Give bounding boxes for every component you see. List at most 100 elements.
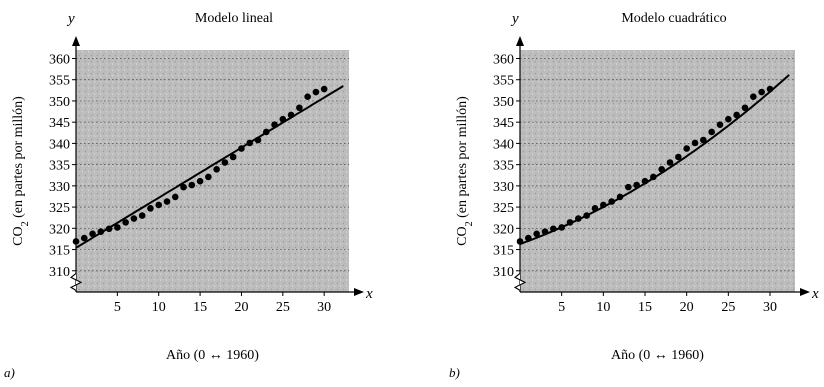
data-point xyxy=(641,177,649,185)
data-point xyxy=(196,177,204,185)
data-point xyxy=(541,228,549,236)
data-point xyxy=(591,205,599,212)
chart-title: Modelo lineal xyxy=(195,11,273,26)
y-tick-label: 355 xyxy=(493,74,514,89)
y-tick-label: 325 xyxy=(49,201,70,216)
data-point xyxy=(296,104,303,112)
y-tick-label: 335 xyxy=(493,159,514,174)
data-point xyxy=(287,111,295,119)
data-point xyxy=(304,93,311,101)
data-point xyxy=(105,225,113,233)
x-tick-label: 5 xyxy=(114,300,121,315)
data-point xyxy=(171,193,179,201)
y-tick-label: 340 xyxy=(493,137,514,152)
data-point xyxy=(262,128,270,136)
data-point xyxy=(608,198,615,205)
data-point xyxy=(246,139,254,147)
data-point xyxy=(138,212,146,219)
data-point xyxy=(320,85,328,93)
chart-title: Modelo cuadrático xyxy=(621,11,726,26)
x-tick-label: 30 xyxy=(763,300,777,315)
data-point xyxy=(525,234,532,242)
data-point xyxy=(650,173,657,181)
x-tick-label: 25 xyxy=(276,300,290,315)
data-point xyxy=(675,153,682,161)
y-axis-title: CO2 (en partes por millón) xyxy=(11,96,31,246)
y-variable-label: y xyxy=(510,11,519,27)
axis-break xyxy=(513,272,527,291)
data-point xyxy=(566,219,574,226)
y-tick-label: 315 xyxy=(493,244,514,259)
data-point xyxy=(312,88,320,96)
data-point xyxy=(550,225,557,233)
data-point xyxy=(80,234,88,242)
data-point xyxy=(700,136,707,144)
data-point xyxy=(658,166,665,173)
data-point xyxy=(758,88,765,96)
y-tick-label: 325 xyxy=(493,201,514,216)
data-point xyxy=(97,228,105,236)
y-tick-label: 310 xyxy=(493,265,514,280)
data-point xyxy=(716,121,724,129)
data-point xyxy=(558,224,565,231)
y-tick-label: 360 xyxy=(493,52,514,67)
y-tick-label: 320 xyxy=(49,222,70,237)
data-point xyxy=(163,198,171,205)
data-point xyxy=(691,139,699,147)
data-point xyxy=(72,238,80,245)
data-point xyxy=(708,128,715,136)
data-point xyxy=(683,145,690,152)
y-variable-label: y xyxy=(66,11,75,27)
x-variable-label: x xyxy=(811,286,819,302)
x-tick-label: 15 xyxy=(193,300,207,315)
x-tick-label: 15 xyxy=(638,300,652,315)
y-tick-label: 350 xyxy=(493,95,514,110)
data-point xyxy=(213,166,220,173)
x-axis-title: Año (0 ↔ 1960) xyxy=(166,348,259,363)
x-tick-label: 20 xyxy=(234,300,248,315)
data-point xyxy=(130,215,138,222)
y-tick-label: 350 xyxy=(49,95,70,110)
fit-curve xyxy=(75,85,344,249)
data-point xyxy=(279,115,287,123)
x-tick-label: 5 xyxy=(558,300,565,315)
y-tick-label: 345 xyxy=(493,116,514,131)
y-tick-label: 335 xyxy=(49,159,70,174)
data-point xyxy=(533,230,540,238)
data-point xyxy=(616,193,624,201)
y-axis-arrow xyxy=(72,36,80,46)
y-tick-label: 355 xyxy=(49,74,70,89)
y-tick-label: 310 xyxy=(49,265,70,280)
x-variable-label: x xyxy=(365,286,373,302)
data-point xyxy=(750,93,757,101)
y-tick-label: 345 xyxy=(49,116,70,131)
y-tick-label: 330 xyxy=(49,180,70,195)
y-tick-label: 330 xyxy=(493,180,514,195)
plot-background xyxy=(520,50,795,292)
data-point xyxy=(229,153,237,161)
y-tick-label: 320 xyxy=(493,222,514,237)
data-point xyxy=(221,159,229,166)
panel-label: a) xyxy=(4,365,15,380)
y-axis-arrow xyxy=(516,36,524,46)
data-point xyxy=(583,212,590,219)
chart-panel-1: 310 315 320 325 330 335 340 345 350 355 360 5 10 15 20… xyxy=(4,11,373,380)
y-tick-label: 315 xyxy=(49,244,70,259)
data-point xyxy=(122,219,129,226)
data-point xyxy=(666,159,674,166)
y-tick-label: 360 xyxy=(49,52,70,67)
y-tick-label: 340 xyxy=(49,137,70,152)
data-point xyxy=(516,238,524,245)
data-point xyxy=(238,145,245,152)
data-point xyxy=(271,121,278,129)
x-axis-title: Año (0 ↔ 1960) xyxy=(611,348,704,363)
x-tick-label: 10 xyxy=(596,300,610,315)
data-point xyxy=(633,181,640,189)
data-point xyxy=(188,181,196,189)
x-axis-arrow xyxy=(800,288,810,296)
y-axis-title: CO2 (en partes por millón) xyxy=(455,96,475,246)
x-tick-label: 30 xyxy=(317,300,331,315)
plot-background xyxy=(76,50,349,292)
